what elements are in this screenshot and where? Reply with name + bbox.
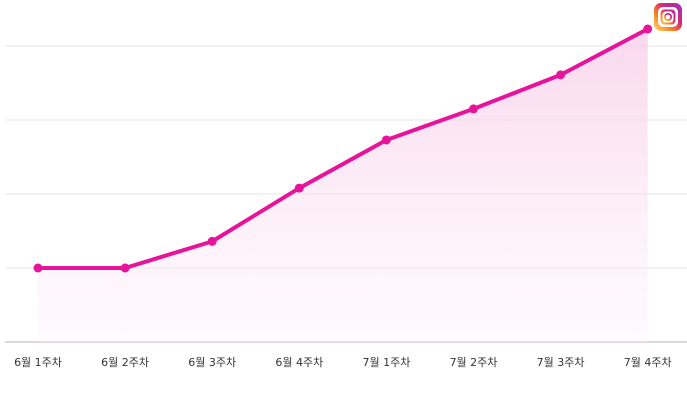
x-tick-label: 7월 3주차	[537, 356, 585, 369]
point	[33, 263, 43, 273]
point	[120, 263, 130, 273]
x-tick-label: 7월 1주차	[362, 356, 410, 369]
point	[294, 183, 304, 193]
x-tick-label: 7월 4주차	[624, 356, 672, 369]
x-tick-label: 6월 2주차	[101, 356, 149, 369]
point	[381, 135, 391, 145]
point	[207, 236, 217, 246]
x-tick-label: 6월 4주차	[275, 356, 323, 369]
instagram-icon	[654, 3, 682, 31]
x-tick-label: 6월 1주차	[14, 356, 62, 369]
x-tick-label: 6월 3주차	[188, 356, 236, 369]
point	[643, 24, 653, 34]
area	[38, 28, 648, 342]
x-tick-label: 7월 2주차	[450, 356, 498, 369]
point	[556, 70, 566, 80]
point	[469, 104, 478, 114]
line	[38, 27, 649, 270]
